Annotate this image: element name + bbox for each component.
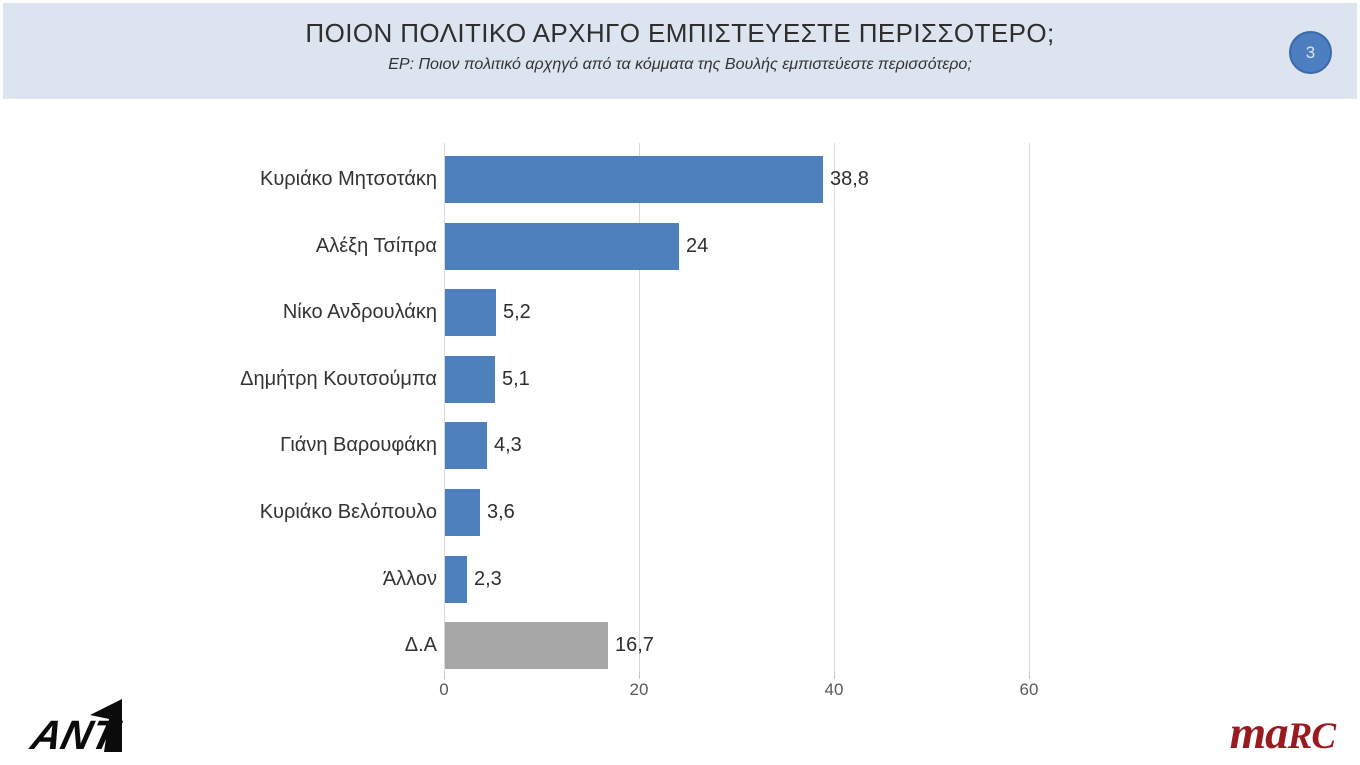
axis-tick (834, 672, 835, 679)
x-axis-tick-label: 40 (824, 680, 844, 699)
ant1-logo-graphic: ANT (26, 699, 126, 758)
bar (445, 289, 496, 336)
ant1-logo-one-glyph (90, 699, 122, 752)
ant1-logo: ANT (24, 697, 132, 758)
value-label: 3,6 (487, 501, 515, 523)
header-band: ΠΟΙΟΝ ΠΟΛΙΤΙΚΟ ΑΡΧΗΓΟ ΕΜΠΙΣΤΕΥΕΣΤΕ ΠΕΡΙΣ… (3, 3, 1357, 99)
category-label: Νίκο Ανδρουλάκη (282, 301, 437, 323)
bar (445, 489, 480, 536)
category-label: Κυριάκο Βελόπουλο (259, 501, 437, 523)
gridline (834, 143, 835, 672)
bar (445, 556, 467, 603)
bar (445, 356, 495, 403)
page-title: ΠΟΙΟΝ ΠΟΛΙΤΙΚΟ ΑΡΧΗΓΟ ΕΜΠΙΣΤΕΥΕΣΤΕ ΠΕΡΙΣ… (305, 18, 1055, 48)
value-label: 4,3 (494, 434, 522, 456)
bar (445, 223, 679, 270)
value-label: 38,8 (830, 168, 869, 190)
bar (445, 156, 823, 203)
x-axis-tick-label: 20 (629, 680, 649, 699)
value-label: 5,2 (503, 301, 531, 323)
category-label: Κυριάκο Μητσοτάκη (260, 168, 437, 190)
value-label: 24 (686, 235, 709, 257)
marc-logo: maRC (1229, 706, 1336, 760)
category-label: Δ.Α (404, 634, 437, 656)
value-label: 5,1 (502, 368, 530, 390)
bar (445, 622, 608, 669)
category-label: Δημήτρη Κουτσούμπα (240, 368, 437, 390)
x-axis-tick-label: 60 (1019, 680, 1039, 699)
page-subtitle: ΕΡ: Ποιον πολιτικό αρχηγό από τα κόμματα… (388, 56, 972, 73)
category-label: Γιάνη Βαρουφάκη (280, 434, 437, 456)
value-label: 16,7 (615, 634, 654, 656)
slide-number-badge: 3 (1289, 31, 1332, 74)
gridline (1029, 143, 1030, 672)
marc-logo-text-ma: ma (1229, 707, 1289, 759)
gridline (444, 143, 445, 672)
axis-tick (444, 672, 445, 679)
x-axis-tick-label: 0 (439, 680, 449, 699)
axis-tick (1029, 672, 1030, 679)
value-label: 2,3 (474, 568, 502, 590)
marc-logo-text-rc: RC (1287, 716, 1336, 757)
category-label: Αλέξη Τσίπρα (315, 235, 437, 257)
category-label: Άλλον (382, 568, 437, 590)
gridline (639, 143, 640, 672)
axis-tick (639, 672, 640, 679)
bar (445, 422, 487, 469)
